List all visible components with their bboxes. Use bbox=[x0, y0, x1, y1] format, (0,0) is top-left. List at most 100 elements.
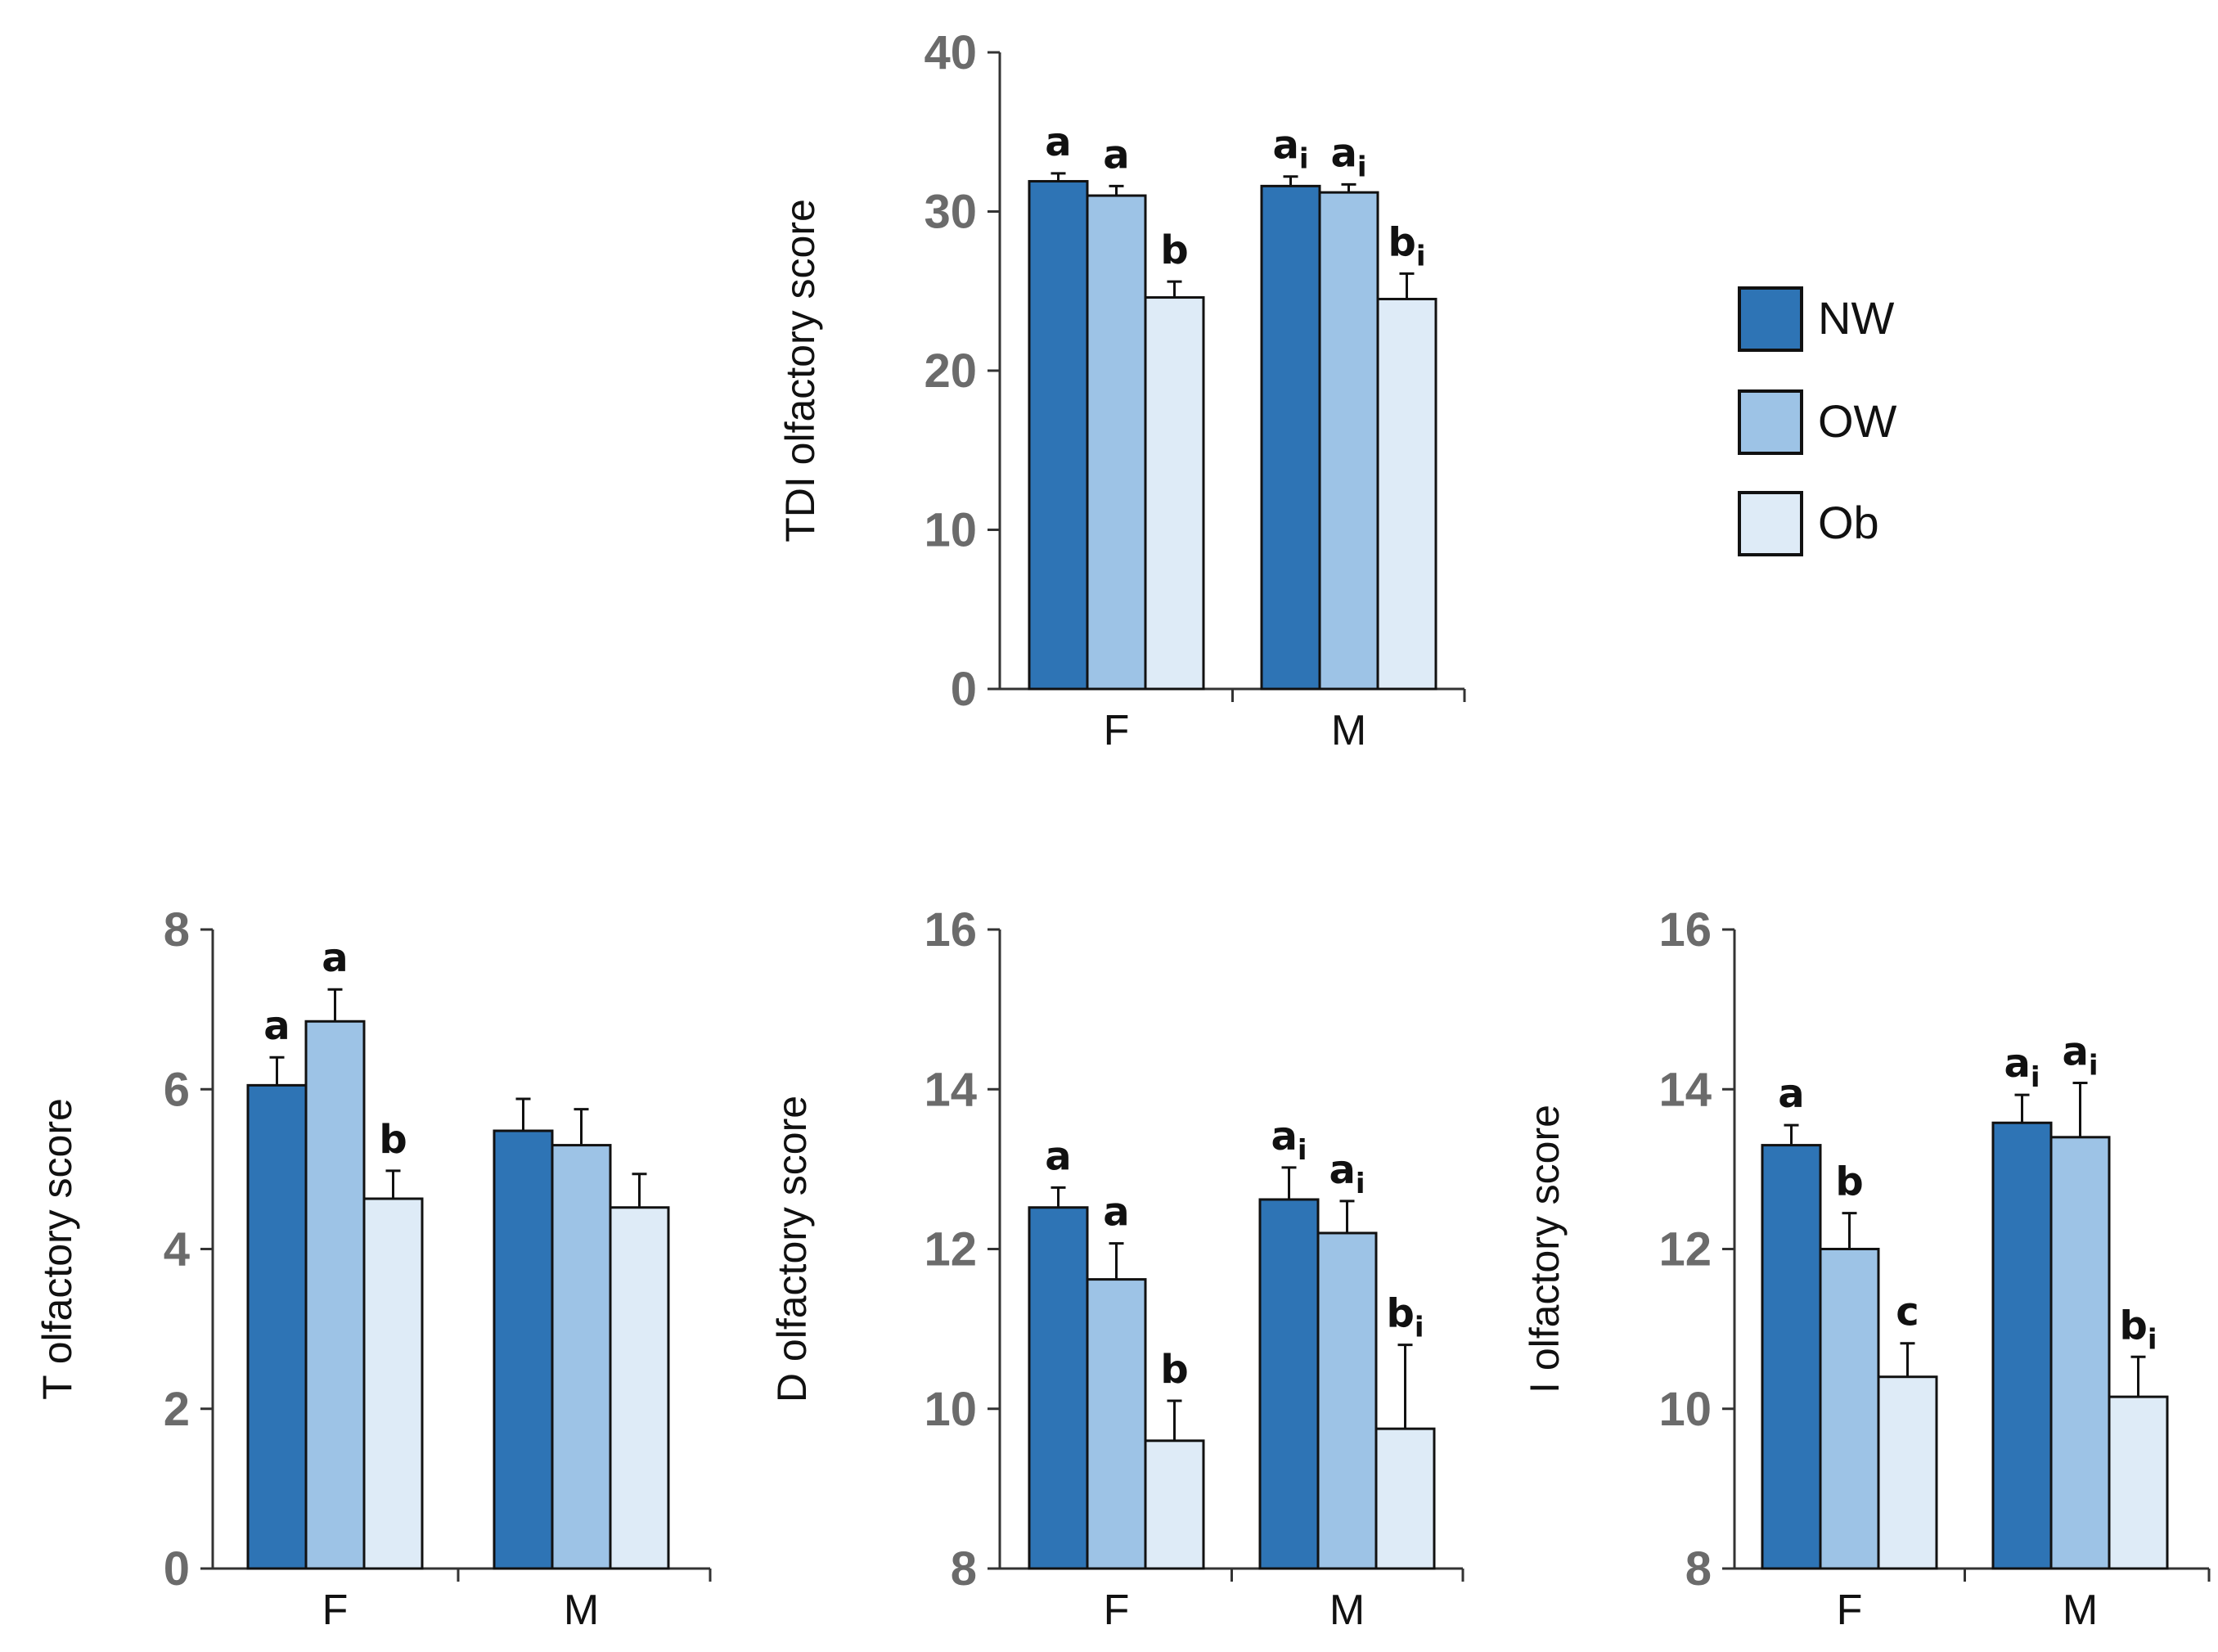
y-tick-label: 6 bbox=[164, 1063, 190, 1116]
bar-nw bbox=[246, 1083, 308, 1570]
significance-letter: a bbox=[2062, 1029, 2088, 1074]
significance-letter: a bbox=[1045, 1133, 1071, 1179]
legend-label: Ob bbox=[1818, 497, 1879, 548]
x-category-label: M bbox=[2063, 1587, 2098, 1634]
significance-letter: b bbox=[379, 1117, 407, 1163]
significance-label: b bbox=[1835, 1159, 1863, 1205]
legend-swatch-ob bbox=[1738, 491, 1803, 556]
significance-subscript: i bbox=[1356, 1168, 1365, 1200]
y-tick-label: 12 bbox=[1658, 1223, 1712, 1276]
y-tick-label: 16 bbox=[1658, 903, 1712, 957]
significance-letter: a bbox=[1045, 119, 1071, 165]
significance-subscript: i bbox=[1298, 1134, 1307, 1167]
y-tick-label: 20 bbox=[924, 344, 977, 398]
y-tick-label: 10 bbox=[924, 504, 977, 557]
bar-ob bbox=[1376, 297, 1437, 691]
bar-ob bbox=[609, 1206, 670, 1570]
legend-label: OW bbox=[1818, 395, 1897, 447]
x-category-label: F bbox=[322, 1587, 349, 1634]
y-tick-label: 4 bbox=[164, 1223, 190, 1276]
significance-subscript: i bbox=[1357, 151, 1367, 183]
y-tick-label: 40 bbox=[924, 26, 977, 79]
bar-nw bbox=[493, 1129, 554, 1570]
significance-letter: b bbox=[1160, 1347, 1188, 1393]
y-axis-title: I olfactory score bbox=[1522, 1105, 1568, 1393]
significance-label: ai bbox=[1271, 1114, 1307, 1167]
bar-ob bbox=[362, 1197, 424, 1570]
significance-letter: b bbox=[1160, 227, 1188, 273]
significance-label: ai bbox=[2004, 1041, 2040, 1094]
x-category-label: M bbox=[564, 1587, 599, 1634]
y-tick-label: 2 bbox=[164, 1383, 190, 1436]
bar-nw bbox=[1028, 1206, 1089, 1570]
significance-letter: a bbox=[1103, 1190, 1129, 1236]
bar-nw bbox=[1761, 1144, 1822, 1570]
significance-label: a bbox=[322, 935, 348, 981]
y-tick-label: 16 bbox=[924, 903, 977, 957]
significance-letter: a bbox=[1778, 1071, 1804, 1117]
y-tick-label: 8 bbox=[164, 903, 190, 957]
significance-letter: a bbox=[263, 1003, 290, 1049]
bar-nw bbox=[1991, 1121, 2053, 1570]
legend-swatch-nw bbox=[1738, 286, 1803, 352]
significance-subscript: i bbox=[1299, 143, 1309, 176]
significance-letter: c bbox=[1896, 1290, 1919, 1335]
y-tick-label: 14 bbox=[924, 1063, 977, 1116]
significance-label: a bbox=[1045, 1133, 1071, 1179]
panel-t: 0 2 4 6 8 T olfactory score aa b F M bbox=[34, 903, 712, 1634]
significance-letter: b bbox=[1388, 219, 1415, 265]
bar-nw bbox=[1258, 1198, 1320, 1570]
legend-swatch-ow bbox=[1738, 389, 1803, 455]
y-tick-label: 10 bbox=[924, 1383, 977, 1436]
significance-label: ai bbox=[2062, 1029, 2098, 1082]
bar-ow bbox=[1086, 1278, 1147, 1570]
y-tick-label: 12 bbox=[924, 1223, 977, 1276]
bar-ob bbox=[1877, 1375, 1938, 1570]
x-category-label: F bbox=[1104, 707, 1130, 754]
y-axis-title: TDI olfactory score bbox=[777, 199, 823, 542]
legend: NW OW Ob bbox=[1738, 286, 1897, 556]
significance-letter: a bbox=[1330, 130, 1356, 176]
significance-label: ai bbox=[1330, 130, 1366, 183]
significance-letter: b bbox=[1386, 1291, 1414, 1337]
significance-label: a bbox=[263, 1003, 290, 1049]
y-tick-label: 8 bbox=[951, 1542, 977, 1596]
bar-ow bbox=[1318, 191, 1379, 691]
significance-letter: a bbox=[322, 935, 348, 981]
significance-label: ai bbox=[1329, 1147, 1365, 1200]
significance-letter: b bbox=[2119, 1303, 2147, 1348]
y-tick-label: 14 bbox=[1658, 1063, 1712, 1116]
bar-nw bbox=[1028, 180, 1089, 691]
x-category-label: F bbox=[1104, 1587, 1130, 1634]
y-tick-label: 30 bbox=[924, 186, 977, 239]
bar-ob bbox=[2108, 1395, 2169, 1570]
bar-nw bbox=[1260, 184, 1321, 691]
significance-letter: a bbox=[2004, 1041, 2030, 1087]
bar-ow bbox=[1086, 194, 1147, 691]
significance-subscript: i bbox=[2148, 1323, 2157, 1356]
significance-label: a bbox=[1778, 1071, 1804, 1117]
x-category-label: M bbox=[1331, 707, 1366, 754]
bar-ob bbox=[1144, 296, 1205, 691]
significance-label: c bbox=[1896, 1290, 1919, 1335]
significance-label: ai bbox=[1272, 123, 1308, 176]
significance-label: a bbox=[1103, 132, 1129, 178]
bar-ow bbox=[304, 1020, 366, 1570]
significance-subscript: i bbox=[2089, 1049, 2099, 1082]
y-tick-label: 0 bbox=[164, 1542, 190, 1596]
significance-label: bi bbox=[2119, 1303, 2157, 1356]
y-axis-title: D olfactory score bbox=[769, 1096, 815, 1402]
significance-label: b bbox=[1160, 227, 1188, 273]
significance-label: bi bbox=[1388, 219, 1425, 272]
y-tick-label: 0 bbox=[951, 663, 977, 716]
significance-label: a bbox=[1045, 119, 1071, 165]
x-category-label: F bbox=[1837, 1587, 1863, 1634]
significance-letter: a bbox=[1329, 1147, 1355, 1193]
significance-subscript: i bbox=[1416, 240, 1426, 272]
significance-label: bi bbox=[1386, 1291, 1424, 1344]
y-tick-label: 10 bbox=[1658, 1383, 1712, 1436]
